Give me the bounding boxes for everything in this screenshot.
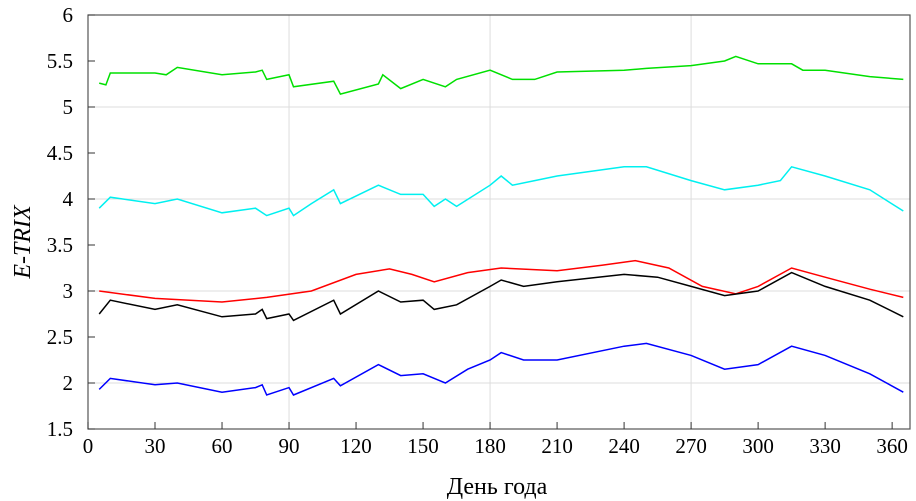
plot-frame [87,14,911,430]
x-tick-label: 0 [83,434,94,458]
x-tick-label: 300 [742,434,774,458]
y-tick-label: 3.5 [47,233,73,257]
x-tick-label: 120 [340,434,372,458]
axis-ticks: 0 30 60 90 120 150 180 210 240 270 300 330 360 1.5 2 2.… [47,3,908,458]
x-tick-label: 60 [212,434,233,458]
grid [88,15,910,429]
x-tick-label: 30 [145,434,166,458]
y-axis-label: E-TRIX [10,204,36,280]
y-tick-label: 5 [63,95,74,119]
y-tick-label: 3 [63,279,74,303]
x-tick-label: 90 [279,434,300,458]
x-tick-label: 150 [407,434,439,458]
y-tick-label: 1.5 [47,417,73,441]
x-tick-label: 210 [541,434,573,458]
x-tick-label: 240 [608,434,640,458]
y-tick-label: 4.5 [47,141,73,165]
series-line-1 [99,55,904,95]
series-line-5 [98,342,904,396]
y-tick-label: 6 [63,3,74,27]
x-tick-label: 330 [809,434,841,458]
x-axis-label: День года [447,474,548,500]
x-tick-label: 270 [675,434,707,458]
y-tick-label: 2.5 [47,325,73,349]
x-tick-label: 360 [876,434,908,458]
series-line-3 [99,259,904,303]
series-line-2 [98,165,904,217]
series-lines [98,55,904,396]
x-tick-label: 180 [474,434,506,458]
y-tick-label: 4 [63,187,74,211]
y-tick-label: 5.5 [47,49,73,73]
y-tick-label: 2 [63,371,74,395]
series-line-4 [98,271,904,322]
